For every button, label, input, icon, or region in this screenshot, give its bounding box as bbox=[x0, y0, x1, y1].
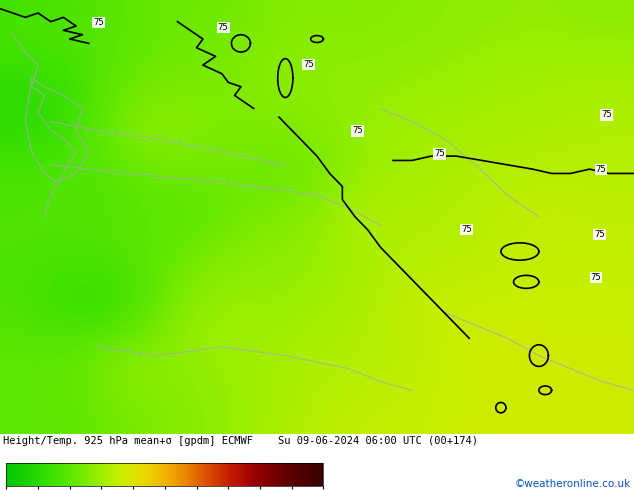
Text: 75: 75 bbox=[434, 149, 444, 158]
Text: Height/Temp. 925 hPa mean+σ [gpdm] ECMWF    Su 09-06-2024 06:00 UTC (00+174): Height/Temp. 925 hPa mean+σ [gpdm] ECMWF… bbox=[3, 436, 478, 446]
Text: 75: 75 bbox=[462, 225, 472, 234]
Text: 75: 75 bbox=[591, 273, 601, 282]
Text: 75: 75 bbox=[595, 230, 605, 239]
Text: 75: 75 bbox=[93, 18, 103, 27]
Text: 75: 75 bbox=[218, 23, 228, 32]
Text: ©weatheronline.co.uk: ©weatheronline.co.uk bbox=[515, 479, 631, 489]
Text: 75: 75 bbox=[596, 165, 606, 173]
Text: 75: 75 bbox=[602, 110, 612, 120]
Text: 75: 75 bbox=[353, 126, 363, 135]
Text: 75: 75 bbox=[304, 60, 314, 69]
